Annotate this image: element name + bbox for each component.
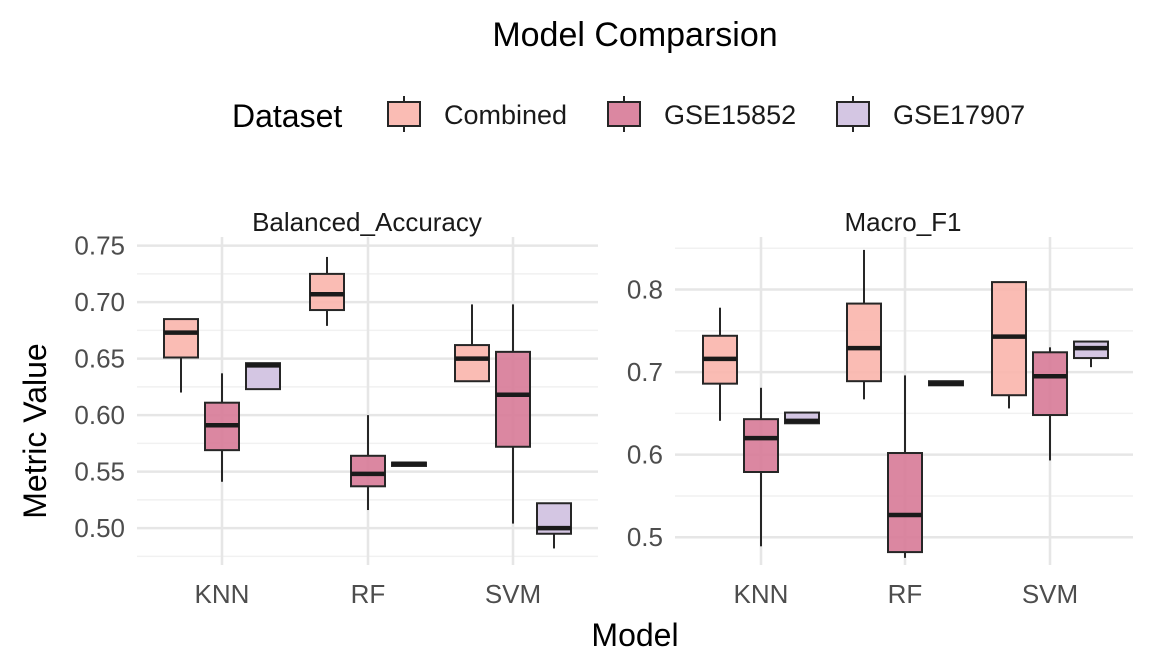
panel-balanced_accuracy: 0.50 0.55 0.60 0.65 0.70 0.75 KNN RF SVM Balanced…	[74, 207, 598, 609]
y-tick-label: 0.70	[74, 287, 125, 317]
box-combined-knn	[702, 307, 738, 421]
panel-strip-label: Macro_F1	[844, 207, 961, 237]
box-gse15852-rf	[350, 415, 386, 511]
box-body	[454, 344, 490, 383]
box-body	[784, 411, 820, 425]
legend-swatch	[836, 101, 870, 127]
x-tick-label: RF	[888, 579, 923, 609]
box-gse15852-knn	[204, 373, 240, 482]
box-body	[163, 318, 199, 359]
y-axis-title: Metric Value	[17, 343, 53, 518]
box-body	[743, 418, 779, 474]
box-gse17907-svm	[536, 502, 572, 549]
x-tick-label: KNN	[734, 579, 789, 609]
panel-macro_f1: 0.5 0.6 0.7 0.8 KNN RF SVM Macro_F1	[627, 207, 1133, 609]
x-tick-label: SVM	[485, 579, 541, 609]
box-combined-svm	[991, 281, 1027, 409]
legend-title: Dataset	[232, 98, 342, 134]
box-body	[309, 272, 345, 312]
x-tick-label: RF	[351, 579, 386, 609]
x-tick-label: SVM	[1022, 579, 1078, 609]
box-gse15852-svm	[1032, 347, 1068, 461]
box-gse17907-svm	[1073, 340, 1109, 368]
y-tick-label: 0.7	[627, 357, 663, 387]
box-combined-svm	[454, 304, 490, 383]
box-combined-rf	[846, 249, 882, 400]
legend-label: Combined	[444, 100, 567, 130]
box-gse17907-knn	[245, 362, 281, 391]
y-tick-label: 0.65	[74, 344, 125, 374]
y-tick-label: 0.75	[74, 231, 125, 261]
box-combined-rf	[309, 256, 345, 326]
legend-item-gse15852: GSE15852	[607, 96, 796, 132]
y-tick-label: 0.50	[74, 513, 125, 543]
box-body	[495, 350, 531, 448]
y-tick-label: 0.55	[74, 457, 125, 487]
box-gse15852-knn	[743, 387, 779, 547]
legend-label: GSE15852	[664, 100, 796, 130]
y-tick-label: 0.5	[627, 522, 663, 552]
panel-strip-label: Balanced_Accuracy	[252, 207, 482, 237]
x-axis-title: Model	[591, 617, 678, 653]
box-gse17907-rf	[391, 461, 427, 467]
box-gse17907-rf	[928, 380, 964, 387]
box-gse15852-svm	[495, 304, 531, 524]
legend-item-combined: Combined	[387, 96, 567, 132]
legend-item-gse17907: GSE17907	[836, 96, 1025, 132]
legend-label: GSE17907	[893, 100, 1025, 130]
box-body	[846, 302, 882, 383]
box-body	[887, 452, 923, 554]
y-tick-label: 0.60	[74, 400, 125, 430]
plot-panels: 0.50 0.55 0.60 0.65 0.70 0.75 KNN RF SVM Balanced…	[74, 207, 1133, 609]
y-tick-label: 0.8	[627, 275, 663, 305]
x-tick-label: KNN	[195, 579, 250, 609]
chart-title: Model Comparsion	[492, 16, 777, 54]
legend-swatch	[387, 101, 421, 127]
legend-swatch	[607, 101, 641, 127]
box-body	[1032, 351, 1068, 417]
legend: Dataset Combined GSE15852 GSE17907	[232, 96, 1025, 134]
y-tick-label: 0.6	[627, 440, 663, 470]
box-gse17907-knn	[784, 411, 820, 425]
box-combined-knn	[163, 318, 199, 393]
box-gse15852-rf	[887, 375, 923, 558]
box-body	[350, 454, 386, 488]
